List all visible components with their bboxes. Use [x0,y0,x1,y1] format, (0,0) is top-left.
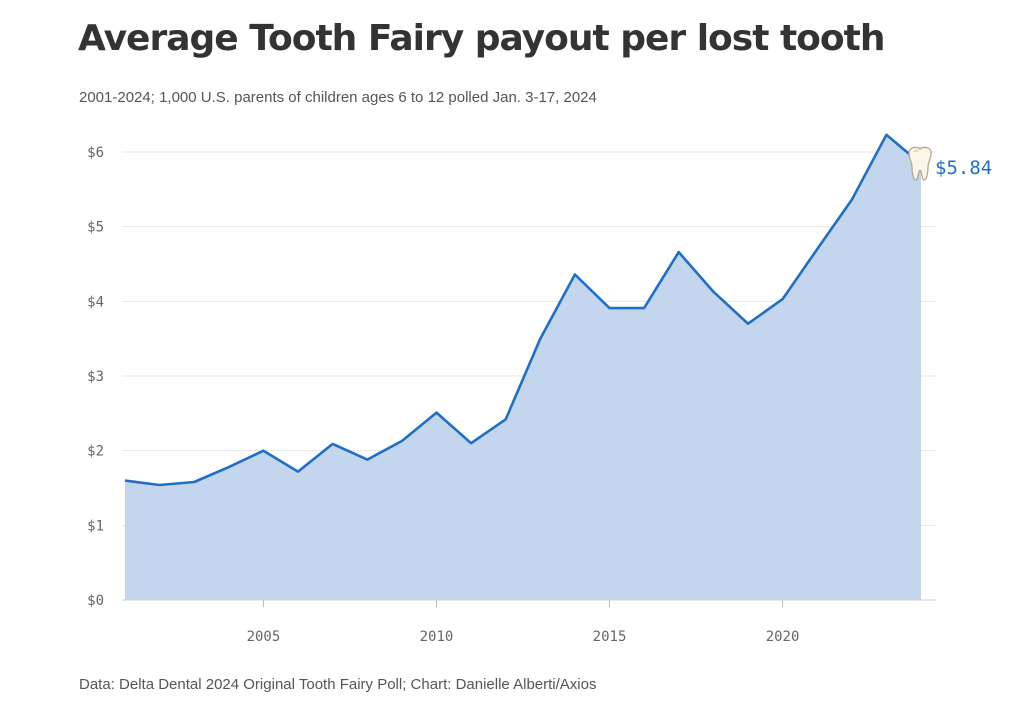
y-tick-label: $5 [87,220,104,236]
chart-title: Average Tooth Fairy payout per lost toot… [78,18,885,59]
data-point [434,411,438,415]
x-tick-label: 2005 [247,629,281,645]
data-point [504,417,508,421]
data-point [850,198,854,202]
data-point [331,442,335,446]
series-line [124,133,922,487]
data-point [677,250,681,254]
y-tick-label: $0 [87,593,104,609]
data-point [123,479,127,483]
data-point [608,306,612,310]
data-point [192,480,196,484]
area-fill [125,134,921,601]
y-axis: $0 $1 $2 $3 $4 $5 $6 [87,145,104,609]
data-point [642,306,646,310]
data-point [227,465,231,469]
y-tick-label: $3 [87,369,104,385]
data-point [711,290,715,294]
data-point [469,441,473,445]
tooth-icon [908,146,932,181]
end-value-label: $5.84 [935,157,992,179]
y-tick-label: $4 [87,294,104,310]
source-note: Data: Delta Dental 2024 Original Tooth F… [79,676,597,693]
data-point [573,272,577,276]
y-tick-label: $6 [87,145,104,161]
data-point [158,483,162,487]
x-tick-label: 2020 [766,629,800,645]
data-point [538,337,542,341]
data-point [261,449,265,453]
data-point [781,297,785,301]
x-tick-label: 2015 [593,629,627,645]
data-point [296,470,300,474]
data-point [884,133,888,137]
y-tick-label: $1 [87,518,104,534]
chart-subtitle: 2001-2024; 1,000 U.S. parents of childre… [79,89,597,106]
data-point [365,458,369,462]
data-point [746,322,750,326]
x-axis-ticks [262,600,784,607]
y-tick-label: $2 [87,444,104,460]
data-point [400,439,404,443]
x-axis: 2005 2010 2015 2020 [247,629,800,645]
data-point [815,247,819,251]
x-tick-label: 2010 [420,629,454,645]
